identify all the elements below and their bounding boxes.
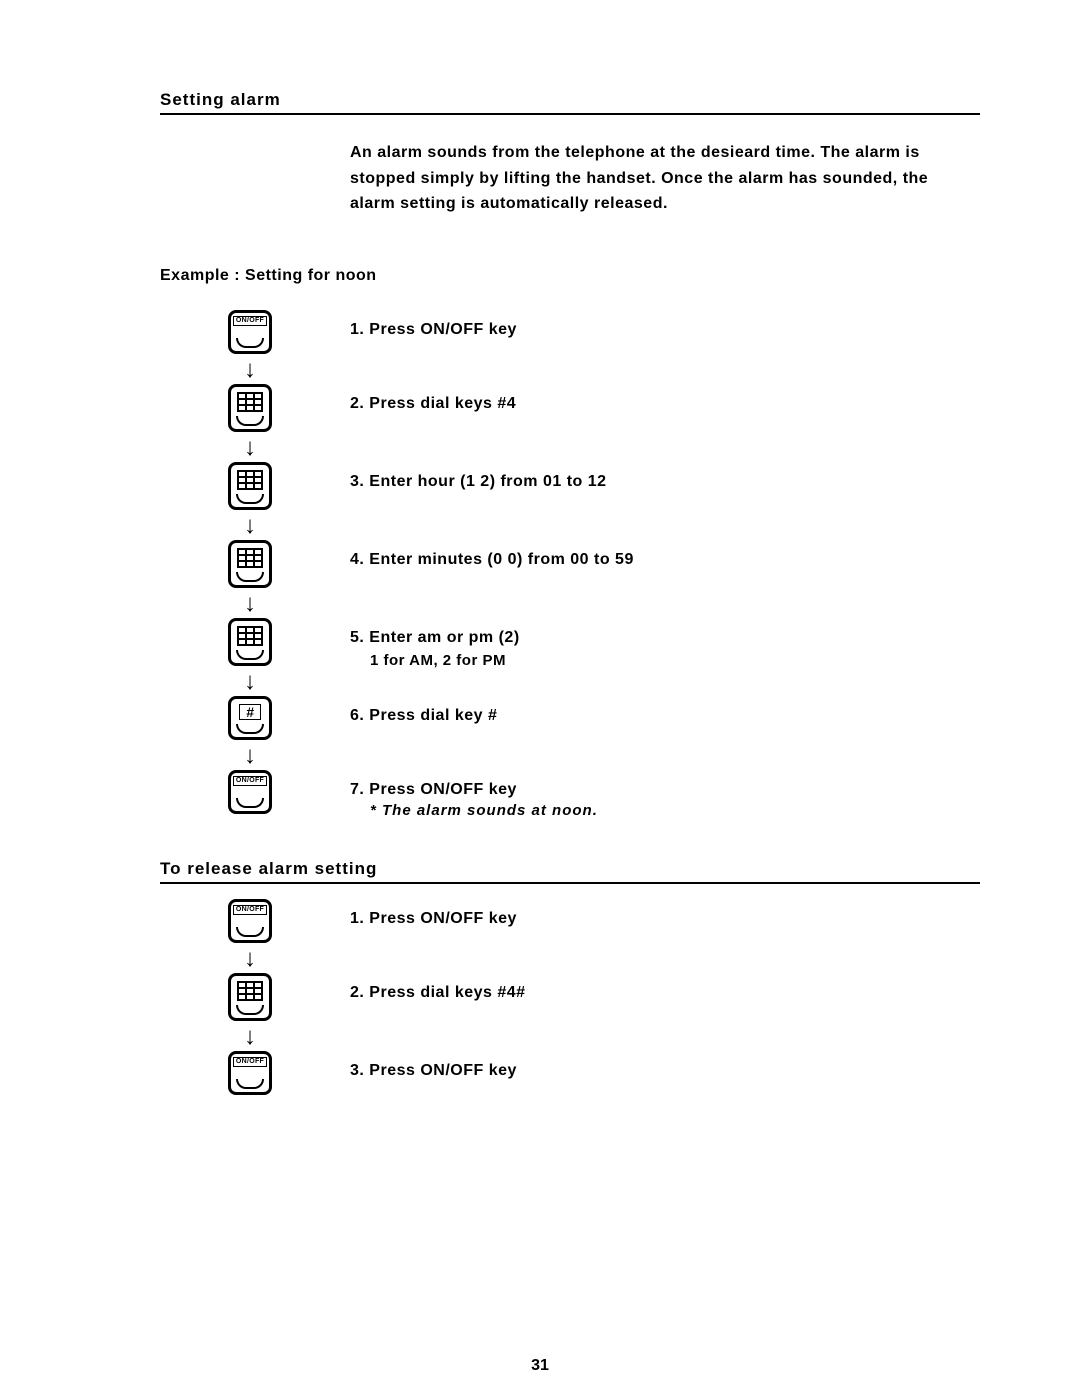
text-col: 2. Press dial keys #4: [280, 384, 980, 416]
step-text: 1. Press ON/OFF key: [350, 318, 980, 342]
step-text: 5. Enter am or pm (2): [350, 626, 980, 650]
text-col: 6. Press dial key #: [280, 696, 980, 728]
arrow-down-icon: ↓: [244, 670, 256, 694]
text-col: 2. Press dial keys #4#: [280, 973, 980, 1005]
step-row: ↓ 2. Press dial keys #4: [220, 384, 980, 462]
handset-icon: [236, 572, 264, 582]
step-row: # ↓ 6. Press dial key #: [220, 696, 980, 770]
phone-keypad-icon: [228, 540, 272, 588]
step-row: ON/OFF ↓ 1. Press ON/OFF key: [220, 310, 980, 384]
arrow-down-icon: ↓: [244, 1025, 256, 1049]
phone-onoff-icon: ON/OFF: [228, 899, 272, 943]
text-col: 7. Press ON/OFF key * The alarm sounds a…: [280, 770, 980, 819]
text-col: 4. Enter minutes (0 0) from 00 to 59: [280, 540, 980, 572]
page-number: 31: [531, 1357, 549, 1375]
icon-col: ↓: [220, 384, 280, 462]
handset-icon: [236, 416, 264, 426]
handset-icon: [236, 927, 264, 937]
icon-col: ↓: [220, 973, 280, 1051]
onoff-label: ON/OFF: [233, 316, 267, 326]
example-title: Example : Setting for noon: [160, 267, 980, 285]
phone-keypad-icon: [228, 973, 272, 1021]
handset-icon: [236, 724, 264, 734]
step-row: ↓ 2. Press dial keys #4#: [220, 973, 980, 1051]
arrow-down-icon: ↓: [244, 592, 256, 616]
phone-onoff-icon: ON/OFF: [228, 310, 272, 354]
step-row: ON/OFF ↓ 1. Press ON/OFF key: [220, 899, 980, 973]
handset-icon: [236, 798, 264, 808]
arrow-down-icon: ↓: [244, 358, 256, 382]
step-text: 6. Press dial key #: [350, 704, 980, 728]
arrow-down-icon: ↓: [244, 436, 256, 460]
onoff-label: ON/OFF: [233, 1057, 267, 1067]
intro-text: An alarm sounds from the telephone at th…: [350, 140, 940, 217]
phone-keypad-icon: [228, 384, 272, 432]
section-title: Setting alarm: [160, 90, 980, 115]
arrow-down-icon: ↓: [244, 514, 256, 538]
phone-hash-icon: #: [228, 696, 272, 740]
handset-icon: [236, 1079, 264, 1089]
icon-col: ON/OFF ↓: [220, 899, 280, 973]
icon-col: ON/OFF ↓: [220, 310, 280, 384]
step-row: ↓ 4. Enter minutes (0 0) from 00 to 59: [220, 540, 980, 618]
step-note: * The alarm sounds at noon.: [370, 802, 980, 819]
step-row: ↓ 3. Enter hour (1 2) from 01 to 12: [220, 462, 980, 540]
text-col: 3. Press ON/OFF key: [280, 1051, 980, 1083]
steps-section2: ON/OFF ↓ 1. Press ON/OFF key ↓ 2. Press …: [220, 899, 980, 1095]
steps-section1: ON/OFF ↓ 1. Press ON/OFF key ↓ 2. Press …: [220, 310, 980, 819]
keypad-icon: [237, 470, 263, 490]
step-sub: 1 for AM, 2 for PM: [370, 650, 980, 673]
text-col: 3. Enter hour (1 2) from 01 to 12: [280, 462, 980, 494]
handset-icon: [236, 650, 264, 660]
text-col: 5. Enter am or pm (2) 1 for AM, 2 for PM: [280, 618, 980, 673]
phone-keypad-icon: [228, 462, 272, 510]
step-text: 1. Press ON/OFF key: [350, 907, 980, 931]
icon-col: ↓: [220, 540, 280, 618]
text-col: 1. Press ON/OFF key: [280, 899, 980, 931]
step-text: 4. Enter minutes (0 0) from 00 to 59: [350, 548, 980, 572]
step-text: 2. Press dial keys #4#: [350, 981, 980, 1005]
handset-icon: [236, 338, 264, 348]
step-text: 2. Press dial keys #4: [350, 392, 980, 416]
phone-onoff-icon: ON/OFF: [228, 1051, 272, 1095]
section2-title: To release alarm setting: [160, 859, 980, 884]
step-row: ON/OFF 7. Press ON/OFF key * The alarm s…: [220, 770, 980, 819]
keypad-icon: [237, 392, 263, 412]
keypad-icon: [237, 548, 263, 568]
hash-label: #: [239, 704, 261, 720]
step-row: ON/OFF 3. Press ON/OFF key: [220, 1051, 980, 1095]
onoff-label: ON/OFF: [233, 776, 267, 786]
icon-col: ON/OFF: [220, 770, 280, 814]
phone-onoff-icon: ON/OFF: [228, 770, 272, 814]
onoff-label: ON/OFF: [233, 905, 267, 915]
keypad-icon: [237, 626, 263, 646]
arrow-down-icon: ↓: [244, 744, 256, 768]
step-text: 3. Enter hour (1 2) from 01 to 12: [350, 470, 980, 494]
arrow-down-icon: ↓: [244, 947, 256, 971]
step-text: 7. Press ON/OFF key: [350, 778, 980, 802]
icon-col: ↓: [220, 462, 280, 540]
keypad-icon: [237, 981, 263, 1001]
handset-icon: [236, 494, 264, 504]
icon-col: ↓: [220, 618, 280, 696]
phone-keypad-icon: [228, 618, 272, 666]
step-row: ↓ 5. Enter am or pm (2) 1 for AM, 2 for …: [220, 618, 980, 696]
handset-icon: [236, 1005, 264, 1015]
text-col: 1. Press ON/OFF key: [280, 310, 980, 342]
step-text: 3. Press ON/OFF key: [350, 1059, 980, 1083]
icon-col: ON/OFF: [220, 1051, 280, 1095]
icon-col: # ↓: [220, 696, 280, 770]
